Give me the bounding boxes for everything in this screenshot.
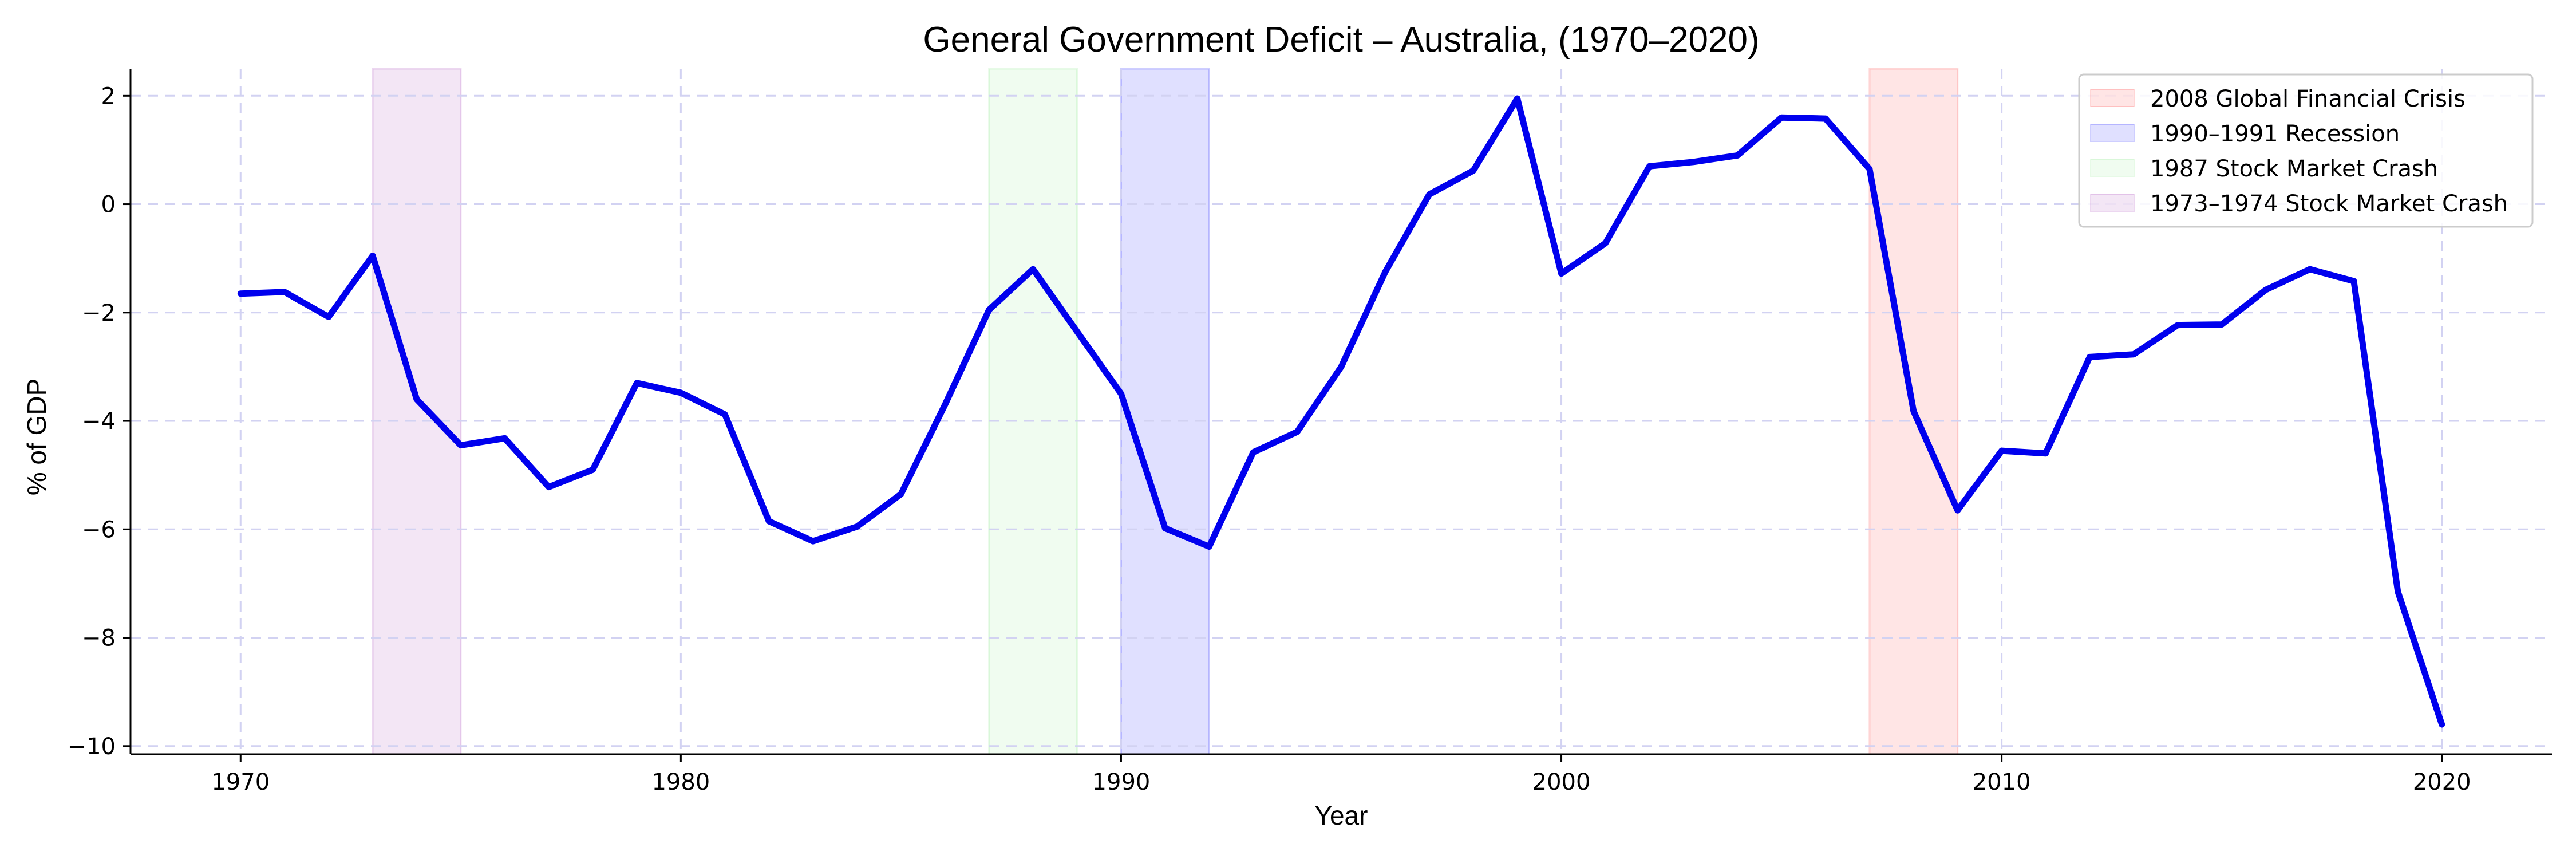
x-tick-label: 1990 — [1092, 769, 1151, 795]
y-tick-label: 0 — [101, 192, 116, 218]
y-tick-label: −4 — [82, 408, 116, 435]
x-tick-label: 1980 — [651, 769, 710, 795]
shaded-region-2 — [988, 68, 1078, 755]
legend: 2008 Global Financial Crisis 1990–1991 Re… — [2078, 73, 2534, 228]
shaded-region-3 — [372, 68, 462, 755]
chart-title: General Government Deficit – Australia, … — [923, 20, 1759, 60]
legend-swatch — [2090, 89, 2135, 107]
x-tick-label: 1970 — [211, 769, 270, 795]
series-layer — [237, 95, 2445, 728]
legend-swatch — [2090, 124, 2135, 142]
legend-label: 1987 Stock Market Crash — [2150, 156, 2438, 182]
x-axis-title: Year — [1315, 801, 1368, 830]
x-tick-label: 2000 — [1532, 769, 1591, 795]
shaded-region-1 — [1120, 68, 1210, 755]
y-tick-label: −10 — [68, 734, 116, 760]
legend-swatch — [2090, 159, 2135, 177]
legend-swatch — [2090, 194, 2135, 212]
legend-label: 1973–1974 Stock Market Crash — [2150, 191, 2508, 217]
x-tick-label: 2020 — [2413, 769, 2471, 795]
shaded-regions — [372, 68, 1959, 755]
y-axis-title: % of GDP — [22, 379, 52, 496]
axes — [129, 69, 2552, 755]
y-tick-label: −8 — [82, 625, 116, 652]
legend-frame — [2078, 73, 2534, 228]
y-tick-label: −2 — [82, 300, 116, 326]
legend-label: 1990–1991 Recession — [2150, 121, 2400, 147]
x-tick-label: 2010 — [1973, 769, 2031, 795]
legend-label: 2008 Global Financial Crisis — [2150, 86, 2466, 112]
y-tick-label: −6 — [82, 517, 116, 543]
y-tick-label: 2 — [101, 83, 116, 109]
